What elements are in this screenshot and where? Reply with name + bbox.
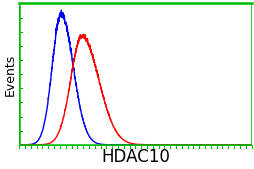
Y-axis label: Events: Events (4, 54, 17, 96)
X-axis label: HDAC10: HDAC10 (101, 148, 169, 165)
